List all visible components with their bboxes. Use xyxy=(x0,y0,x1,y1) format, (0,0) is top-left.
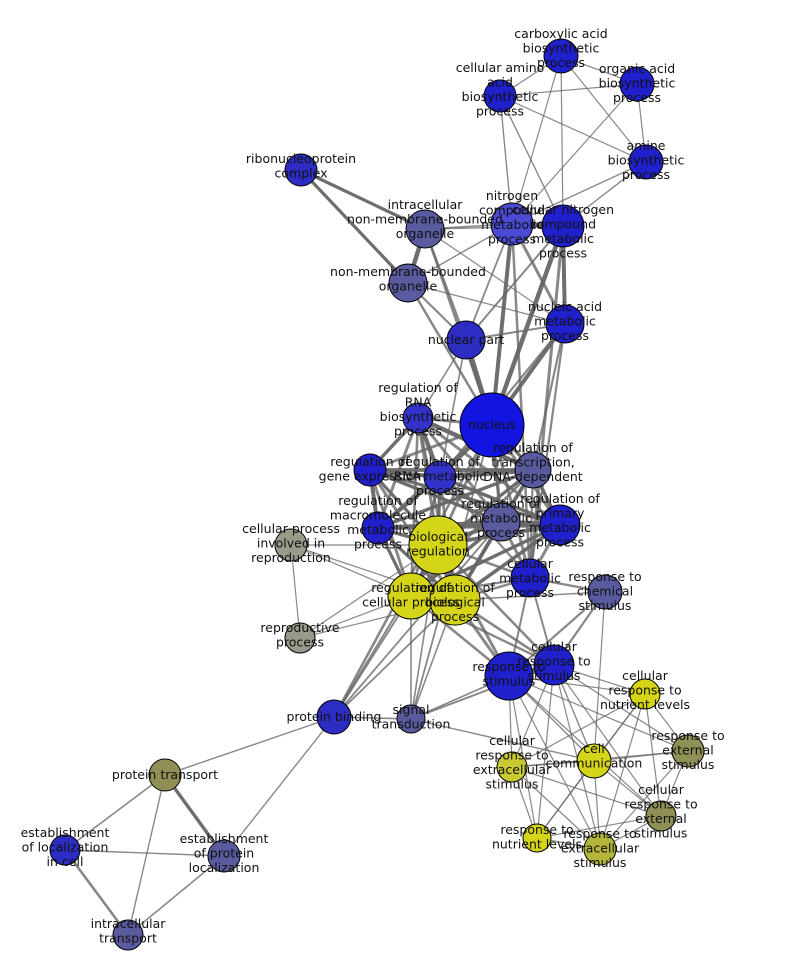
graph-edge xyxy=(511,766,601,850)
graph-edge xyxy=(164,716,335,776)
nodes-layer xyxy=(49,38,705,951)
graph-edge xyxy=(560,55,564,227)
graph-edge xyxy=(536,815,662,839)
graph-node-regulation-of-macromolecule-metabolic-process[interactable] xyxy=(361,511,395,545)
graph-edge xyxy=(490,222,514,427)
graph-edge xyxy=(407,282,566,325)
graph-edge xyxy=(299,168,410,285)
graph-edge xyxy=(489,223,566,428)
graph-edge xyxy=(376,468,535,530)
graph-node-protein-transport[interactable] xyxy=(148,758,182,792)
graph-node-nucleus[interactable] xyxy=(459,392,525,458)
graph-edge xyxy=(333,595,412,718)
graph-edge xyxy=(64,849,225,857)
graph-node-cellular-response-to-nutrient-levels[interactable] xyxy=(629,678,661,710)
graph-edge xyxy=(499,95,647,163)
graph-node-regulation-of-transcription-dna-dependent[interactable] xyxy=(514,451,552,489)
graph-edge xyxy=(410,424,493,720)
graph-edge xyxy=(511,766,662,817)
graph-edge xyxy=(508,675,601,850)
graph-node-amine-biosynthetic-process[interactable] xyxy=(628,144,664,180)
graph-node-establishment-of-localization-in-cell[interactable] xyxy=(49,834,81,866)
graph-edge xyxy=(424,228,566,325)
graph-node-response-to-external-stimulus[interactable] xyxy=(671,734,705,768)
graph-edge xyxy=(63,848,130,937)
graph-edge xyxy=(599,750,689,850)
graph-node-regulation-of-rna-metabolic-process[interactable] xyxy=(423,460,457,494)
graph-edge xyxy=(560,55,647,163)
graph-node-signal-transduction[interactable] xyxy=(396,704,426,734)
graph-node-regulation-of-rna-biosynthetic-process[interactable] xyxy=(402,402,434,434)
graph-node-cellular-process-involved-in-reproduction[interactable] xyxy=(274,528,308,562)
graph-node-cellular-metabolic-process[interactable] xyxy=(510,558,550,598)
graph-node-ribonucleoprotein-complex[interactable] xyxy=(284,153,318,187)
graph-node-intracellular-non-membrane-bounded-organelle[interactable] xyxy=(405,209,445,249)
graph-edge xyxy=(439,339,467,478)
graph-node-cellular-response-to-extracellular-stimulus[interactable] xyxy=(496,751,528,783)
graph-edge xyxy=(511,55,562,225)
graph-edge xyxy=(536,664,555,839)
graph-node-nuclear-part[interactable] xyxy=(446,320,486,360)
graph-node-regulation-of-biological-process[interactable] xyxy=(429,574,481,626)
graph-edge xyxy=(223,716,335,857)
graph-node-intracellular-transport[interactable] xyxy=(112,919,144,951)
graph-edge xyxy=(333,521,502,718)
graph-node-cellular-nitrogen-compound-metabolic-process[interactable] xyxy=(541,204,585,248)
graph-edge xyxy=(511,83,638,225)
graph-node-response-to-stimulus[interactable] xyxy=(484,651,534,701)
graph-edge xyxy=(64,774,166,851)
graph-node-organic-acid-biosynthetic-process[interactable] xyxy=(619,66,655,102)
graph-edge xyxy=(163,773,226,858)
graph-edge xyxy=(409,416,420,598)
graph-node-regulation-of-gene-expression[interactable] xyxy=(353,453,387,487)
graph-edge xyxy=(368,468,503,524)
graph-node-cellular-response-to-stimulus[interactable] xyxy=(533,644,575,686)
graph-edge xyxy=(553,664,689,752)
graph-edge xyxy=(127,855,225,936)
graph-node-response-to-extracellular-stimulus[interactable] xyxy=(583,832,617,866)
graph-node-reproductive-process[interactable] xyxy=(284,622,316,654)
graph-node-nitrogen-compound-metabolic-process[interactable] xyxy=(490,202,534,246)
graph-edge xyxy=(511,693,646,768)
graph-edge xyxy=(508,675,689,752)
graph-edge xyxy=(368,468,562,527)
graph-node-cell-communication[interactable] xyxy=(576,743,612,779)
graph-node-regulation-of-metabolic-process[interactable] xyxy=(481,502,521,542)
graph-node-biological-regulation[interactable] xyxy=(408,515,468,575)
graph-edge xyxy=(410,718,595,762)
graph-node-cellular-response-to-external-stimulus[interactable] xyxy=(645,800,677,832)
graph-node-protein-binding[interactable] xyxy=(316,699,352,735)
edges-layer xyxy=(63,55,689,937)
graph-edge xyxy=(599,693,646,850)
graph-edge xyxy=(465,225,564,341)
graph-node-regulation-of-primary-metabolic-process[interactable] xyxy=(539,504,581,546)
graph-edge xyxy=(127,774,166,936)
graph-node-cellular-amino-acid-biosynthetic-process[interactable] xyxy=(483,79,517,113)
graph-edge xyxy=(332,423,494,719)
graph-edge xyxy=(511,161,647,225)
graph-node-carboxylic-acid-biosynthetic-process[interactable] xyxy=(543,38,579,74)
graph-edge xyxy=(593,591,606,762)
graph-edge xyxy=(333,599,456,718)
graph-edge xyxy=(499,83,638,97)
graph-node-non-membrane-bounded-organelle[interactable] xyxy=(388,263,428,303)
graph-edge xyxy=(531,322,567,472)
graph-node-response-to-chemical-stimulus[interactable] xyxy=(587,574,623,610)
graph-node-nucleic-acid-metabolic-process[interactable] xyxy=(545,304,585,344)
graph-node-regulation-of-cellular-process[interactable] xyxy=(387,572,435,620)
graph-edge xyxy=(553,664,662,817)
graph-edge xyxy=(499,95,564,227)
graph-node-response-to-nutrient-levels[interactable] xyxy=(522,823,552,853)
graph-node-establishment-of-protein-localization[interactable] xyxy=(207,839,241,873)
graph-edge xyxy=(299,168,427,231)
